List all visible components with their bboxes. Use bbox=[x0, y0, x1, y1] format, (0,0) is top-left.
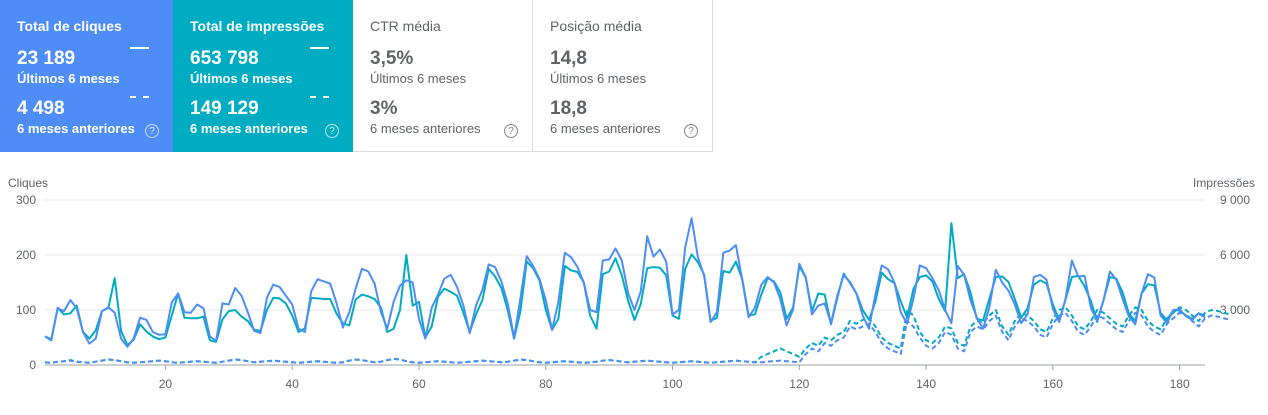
previous-value: 18,8 bbox=[550, 98, 587, 119]
dashed-line-legend-icon bbox=[310, 96, 329, 98]
y2-tick-label: 6 000 bbox=[1220, 248, 1250, 262]
series-lines bbox=[44, 217, 1231, 364]
metric-cards: Total de cliques 23 189 Últimos 6 meses … bbox=[0, 0, 713, 152]
x-tick-label: 100 bbox=[663, 377, 683, 391]
x-tick-label: 60 bbox=[412, 377, 426, 391]
dashed-line-legend-icon bbox=[130, 96, 149, 98]
current-value: 14,8 bbox=[550, 48, 587, 69]
x-tick-label: 160 bbox=[1043, 377, 1063, 391]
card-title: Posição média bbox=[550, 18, 642, 34]
y-tick-label: 100 bbox=[16, 303, 36, 317]
previous-value: 4 498 bbox=[17, 98, 65, 119]
previous-label: 6 meses anteriores bbox=[17, 121, 135, 136]
y2-tick-label: 9 000 bbox=[1220, 193, 1250, 207]
x-tick-label: 120 bbox=[789, 377, 809, 391]
solid-line-legend-icon bbox=[310, 47, 329, 49]
current-label: Últimos 6 meses bbox=[370, 71, 467, 86]
y-tick-label: 200 bbox=[16, 248, 36, 262]
previous-label: 6 meses anteriores bbox=[190, 121, 308, 136]
grid bbox=[45, 199, 1205, 370]
y2-tick-label: 3 000 bbox=[1220, 303, 1250, 317]
series-line-3 bbox=[44, 311, 1231, 364]
x-tick-label: 40 bbox=[286, 377, 300, 391]
help-icon[interactable]: ? bbox=[504, 124, 518, 138]
card-title: Total de cliques bbox=[17, 18, 122, 34]
previous-value: 149 129 bbox=[190, 98, 259, 119]
current-value: 23 189 bbox=[17, 48, 76, 69]
help-icon[interactable]: ? bbox=[325, 124, 339, 138]
x-tick-label: 140 bbox=[916, 377, 936, 391]
y-axis-label: Cliques bbox=[8, 176, 48, 190]
current-label: Últimos 6 meses bbox=[550, 71, 647, 86]
y-tick-label: 0 bbox=[29, 358, 36, 372]
average-position-card[interactable]: Posição média 14,8 Últimos 6 meses 18,8 … bbox=[533, 0, 713, 152]
current-value: 3,5% bbox=[370, 48, 414, 69]
y2-axis-label: Impressões bbox=[1193, 176, 1255, 190]
card-title: CTR média bbox=[370, 18, 441, 34]
current-label: Últimos 6 meses bbox=[17, 71, 120, 86]
current-value: 653 798 bbox=[190, 48, 259, 69]
series-line-1 bbox=[44, 217, 1206, 348]
current-label: Últimos 6 meses bbox=[190, 71, 293, 86]
total-clicks-card[interactable]: Total de cliques 23 189 Últimos 6 meses … bbox=[0, 0, 173, 152]
card-title: Total de impressões bbox=[190, 18, 325, 34]
x-tick-label: 180 bbox=[1170, 377, 1190, 391]
x-tick-label: 80 bbox=[539, 377, 553, 391]
previous-label: 6 meses anteriores bbox=[550, 121, 661, 136]
previous-label: 6 meses anteriores bbox=[370, 121, 481, 136]
average-ctr-card[interactable]: CTR média 3,5% Últimos 6 meses 3% 6 mese… bbox=[353, 0, 533, 152]
y-tick-label: 300 bbox=[16, 193, 36, 207]
total-impressions-card[interactable]: Total de impressões 653 798 Últimos 6 me… bbox=[173, 0, 353, 152]
previous-value: 3% bbox=[370, 98, 398, 119]
series-line-2 bbox=[44, 222, 1206, 347]
x-tick-label: 20 bbox=[159, 377, 173, 391]
help-icon[interactable]: ? bbox=[145, 124, 159, 138]
help-icon[interactable]: ? bbox=[684, 124, 698, 138]
solid-line-legend-icon bbox=[130, 47, 149, 49]
performance-chart: Cliques Impressões 0 100 200 300 3 000 6 000 9… bbox=[8, 176, 1255, 391]
series-line-4 bbox=[44, 306, 1231, 364]
